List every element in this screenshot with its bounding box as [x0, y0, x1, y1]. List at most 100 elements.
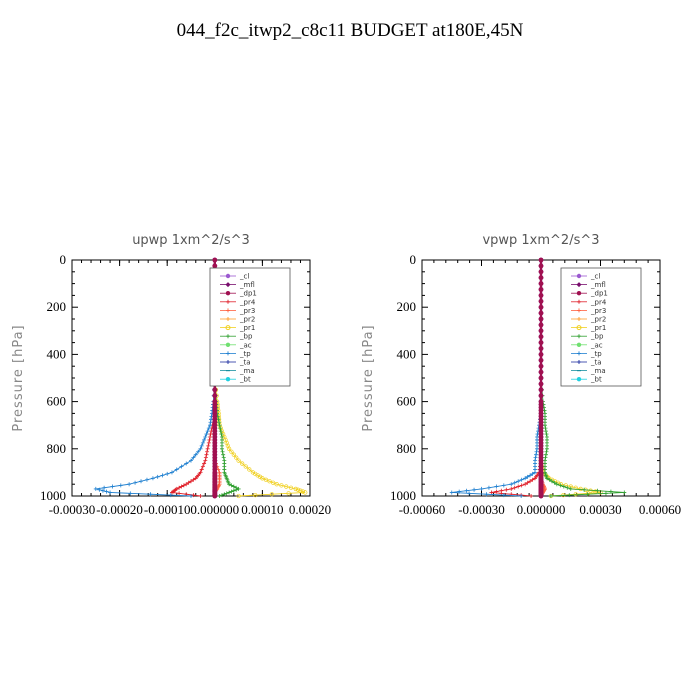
series-marker [568, 486, 573, 491]
series-marker [234, 487, 239, 492]
series-marker [222, 492, 227, 497]
series-marker [177, 485, 182, 490]
series-marker [547, 477, 552, 482]
series-marker [189, 494, 193, 498]
series-marker [174, 467, 179, 472]
chart-panel-1: upwp 1xm^2/s^3 Pressure [hPa] 0 200 400 600 80… [11, 233, 331, 517]
series-marker [148, 492, 153, 497]
series-marker [219, 432, 224, 437]
series-marker [218, 429, 223, 434]
series-marker [179, 484, 184, 489]
legend-label: _tp [239, 350, 251, 358]
series-marker [205, 429, 210, 434]
series-marker [529, 494, 534, 498]
series-marker [538, 346, 544, 351]
legend-label: _tp [590, 350, 602, 358]
legend-label: _ma [239, 367, 255, 375]
series-marker [200, 440, 205, 445]
series-marker [118, 483, 123, 488]
series-marker [543, 455, 548, 460]
series-marker [93, 486, 98, 491]
legend-marker [226, 351, 230, 356]
series-marker [263, 477, 269, 482]
series-marker [243, 464, 248, 469]
legend-label: _bt [239, 376, 251, 384]
series-marker [486, 485, 491, 490]
legend-label: _pr1 [590, 324, 606, 332]
series-marker [538, 328, 544, 334]
series-marker [509, 486, 514, 491]
legend-marker [577, 299, 581, 304]
series-marker [561, 484, 566, 489]
series-marker [204, 452, 209, 457]
series-marker [227, 490, 232, 495]
series-marker [538, 393, 544, 399]
series-marker [203, 435, 208, 439]
series-marker [200, 464, 205, 469]
series-marker [97, 487, 102, 492]
legend-label: _pr4 [590, 298, 607, 306]
series-marker [534, 449, 539, 454]
series-marker [535, 446, 540, 451]
series-marker [208, 432, 213, 437]
series-marker [543, 452, 548, 457]
legend-marker [225, 282, 231, 288]
series-marker [208, 423, 213, 428]
x-tick-label: -0.00020 [96, 502, 143, 517]
legend-marker [576, 342, 582, 347]
series-marker [206, 440, 211, 445]
series-marker [206, 426, 211, 431]
series-marker [479, 486, 484, 491]
series-marker [216, 420, 221, 425]
series-marker [270, 480, 276, 485]
series-marker [229, 483, 234, 488]
legend-label: _ta [590, 359, 602, 367]
series-marker [208, 435, 213, 439]
series-marker [295, 487, 301, 492]
y-axis-label: Pressure [hPa] [361, 324, 376, 431]
legend-label: _cl [590, 273, 600, 281]
series-marker [538, 304, 544, 310]
x-tick-label: 0.00020 [289, 502, 331, 517]
series-marker [186, 480, 191, 485]
legend-label: _ta [239, 359, 251, 367]
legend-marker [576, 282, 582, 288]
series-marker [206, 443, 211, 448]
series-marker [199, 467, 204, 472]
series-marker [484, 492, 489, 497]
x-tick-label: 0.00030 [579, 502, 621, 517]
series-marker [533, 476, 538, 481]
series-marker [133, 480, 138, 485]
series-marker [582, 487, 587, 492]
series-marker [231, 452, 236, 457]
legend-marker [226, 360, 230, 364]
legend-label: _ac [590, 341, 603, 349]
series-marker [538, 381, 544, 387]
legend-label: _ma [590, 367, 606, 375]
y-tick-label: 800 [47, 441, 67, 456]
x-tick-label: -0.00030 [49, 502, 96, 517]
series-marker [286, 491, 291, 496]
series-marker [472, 487, 477, 492]
y-tick-label: 0 [410, 252, 417, 267]
series-marker [269, 492, 275, 497]
series-marker [224, 491, 229, 496]
chart-title: upwp 1xm^2/s^3 [132, 233, 250, 248]
series-marker [191, 493, 196, 498]
series-marker [236, 458, 241, 463]
series-marker [165, 471, 170, 476]
series-marker [538, 352, 544, 357]
legend-label: _pr4 [239, 298, 256, 306]
series-marker [501, 493, 506, 498]
series-marker [221, 455, 226, 460]
legend-marker [226, 334, 230, 339]
series-marker [542, 423, 547, 428]
y-tick-label: 1000 [40, 488, 66, 503]
series-marker [189, 479, 193, 484]
series-marker [293, 486, 298, 492]
series-marker [234, 455, 239, 460]
series-marker [552, 480, 557, 485]
legend-marker [576, 291, 582, 296]
series-marker [523, 476, 528, 481]
series-marker [554, 482, 559, 487]
